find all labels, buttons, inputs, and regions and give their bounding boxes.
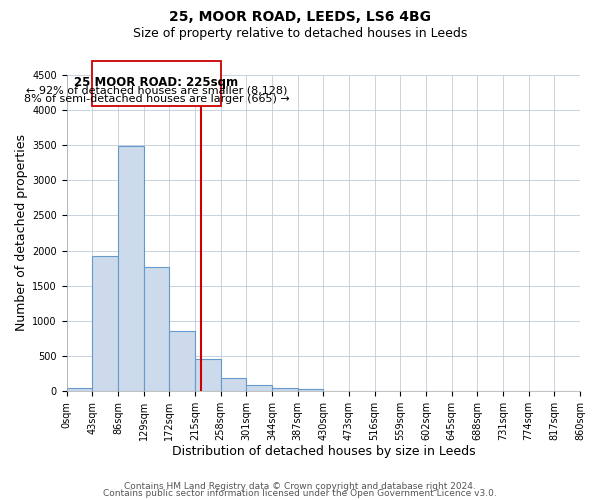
- Bar: [67, 388, 92, 391]
- Text: 8% of semi-detached houses are larger (665) →: 8% of semi-detached houses are larger (6…: [23, 94, 289, 104]
- Text: 25 MOOR ROAD: 225sqm: 25 MOOR ROAD: 225sqm: [74, 76, 239, 89]
- Bar: [92, 60, 221, 106]
- Text: Contains public sector information licensed under the Open Government Licence v3: Contains public sector information licen…: [103, 490, 497, 498]
- Text: 25, MOOR ROAD, LEEDS, LS6 4BG: 25, MOOR ROAD, LEEDS, LS6 4BG: [169, 10, 431, 24]
- Bar: [247, 385, 272, 391]
- Text: Contains HM Land Registry data © Crown copyright and database right 2024.: Contains HM Land Registry data © Crown c…: [124, 482, 476, 491]
- Bar: [143, 266, 169, 391]
- Bar: [272, 388, 298, 391]
- Bar: [92, 256, 118, 391]
- Text: Size of property relative to detached houses in Leeds: Size of property relative to detached ho…: [133, 28, 467, 40]
- Bar: [221, 378, 247, 391]
- Y-axis label: Number of detached properties: Number of detached properties: [15, 134, 28, 332]
- Bar: [118, 146, 143, 391]
- Bar: [298, 389, 323, 391]
- Bar: [169, 330, 195, 391]
- Text: ← 92% of detached houses are smaller (8,128): ← 92% of detached houses are smaller (8,…: [26, 86, 287, 96]
- X-axis label: Distribution of detached houses by size in Leeds: Distribution of detached houses by size …: [172, 444, 475, 458]
- Bar: [195, 359, 221, 391]
